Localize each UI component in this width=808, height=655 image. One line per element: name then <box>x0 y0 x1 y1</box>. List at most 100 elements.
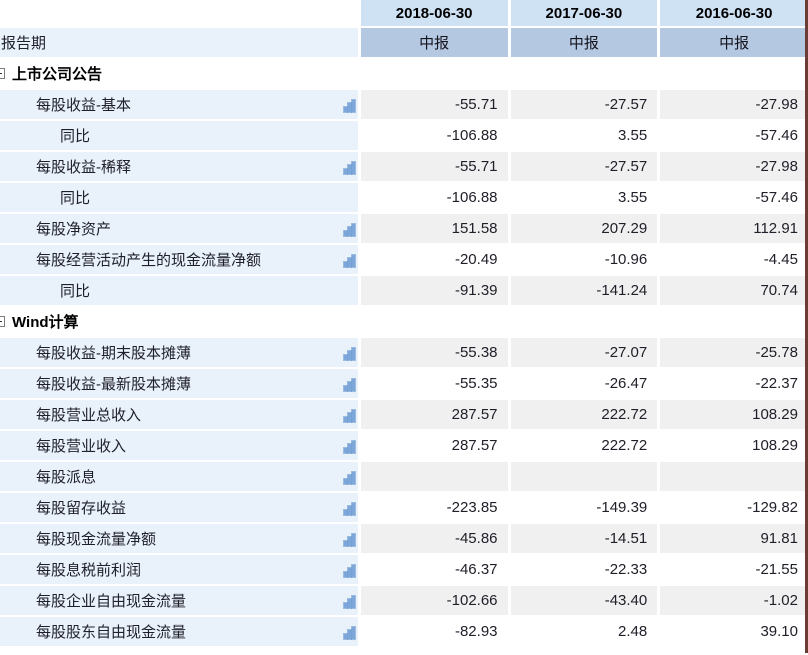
table-header: 2018-06-30 2017-06-30 2016-06-30 <box>0 0 808 26</box>
row-label[interactable]: 每股股东自由现金流量 <box>0 617 358 646</box>
row-label[interactable]: 每股收益-最新股本摊薄 <box>0 369 358 398</box>
row-label-text: 每股收益-最新股本摊薄 <box>36 376 191 393</box>
bar-chart-icon[interactable] <box>342 99 356 113</box>
table-row: 每股收益-期末股本摊薄 -55.38 -27.07 -25.78 <box>0 338 808 367</box>
row-label-text: 每股净资产 <box>36 221 112 238</box>
value-cell: 108.29 <box>660 431 808 460</box>
value-cell: -20.49 <box>360 245 508 274</box>
value-cell: 151.58 <box>360 214 508 243</box>
section-label-cell[interactable]: Wind计算 <box>0 307 358 336</box>
bar-chart-icon[interactable] <box>342 223 356 237</box>
bar-chart-icon[interactable] <box>342 533 356 547</box>
value-cell: -129.82 <box>660 493 808 522</box>
row-label-text: 每股企业自由现金流量 <box>36 593 187 610</box>
period-type-cell: 中报 <box>360 28 508 57</box>
row-label-text: 每股现金流量净额 <box>36 531 157 548</box>
column-header-date: 2018-06-30 <box>360 0 508 26</box>
value-cell: -25.78 <box>660 338 808 367</box>
row-label[interactable]: 每股收益-期末股本摊薄 <box>0 338 358 367</box>
row-label[interactable]: 每股企业自由现金流量 <box>0 586 358 615</box>
value-cell: -102.66 <box>360 586 508 615</box>
period-type-cell: 中报 <box>660 28 808 57</box>
value-cell: -43.40 <box>510 586 658 615</box>
bar-chart-icon[interactable] <box>342 409 356 423</box>
row-label-text: Wind计算 <box>12 314 79 331</box>
value-cell: -57.46 <box>660 121 808 150</box>
row-label[interactable]: 每股营业总收入 <box>0 400 358 429</box>
row-label[interactable]: 同比 <box>0 121 358 150</box>
section-label-cell[interactable]: 上市公司公告 <box>0 59 358 88</box>
value-cell: -27.57 <box>510 152 658 181</box>
bar-chart-icon[interactable] <box>342 626 356 640</box>
value-cell <box>660 462 808 491</box>
value-cell: -1.02 <box>660 586 808 615</box>
bar-chart-icon[interactable] <box>342 378 356 392</box>
column-header-date: 2016-06-30 <box>660 0 808 26</box>
value-cell: 108.29 <box>660 400 808 429</box>
value-cell: 287.57 <box>360 431 508 460</box>
table-row: 同比 -91.39 -141.24 70.74 <box>0 276 808 305</box>
table-row: 每股收益-稀释 -55.71 -27.57 -27.98 <box>0 152 808 181</box>
bar-chart-icon[interactable] <box>342 440 356 454</box>
value-cell: -55.35 <box>360 369 508 398</box>
value-cell: -55.38 <box>360 338 508 367</box>
value-cell: -55.71 <box>360 152 508 181</box>
row-label[interactable]: 每股经营活动产生的现金流量净额 <box>0 245 358 274</box>
value-cell <box>510 307 658 336</box>
row-label[interactable]: 每股现金流量净额 <box>0 524 358 553</box>
value-cell: 222.72 <box>510 400 658 429</box>
bar-chart-icon[interactable] <box>342 564 356 578</box>
value-cell: -106.88 <box>360 121 508 150</box>
value-cell: -14.51 <box>510 524 658 553</box>
value-cell: 91.81 <box>660 524 808 553</box>
row-label-text: 同比 <box>60 190 91 207</box>
row-label[interactable]: 报告期 <box>0 28 358 57</box>
row-label-text: 每股留存收益 <box>36 500 127 517</box>
value-cell: -10.96 <box>510 245 658 274</box>
value-cell: 112.91 <box>660 214 808 243</box>
value-cell: -45.86 <box>360 524 508 553</box>
table-body: 报告期 中报 中报 中报 上市公司公告 每股收益-基本 -55.71 -27.57 -27.98… <box>0 28 808 646</box>
value-cell <box>360 307 508 336</box>
value-cell: -22.33 <box>510 555 658 584</box>
collapse-icon[interactable] <box>0 68 5 79</box>
table-row: 报告期 中报 中报 中报 <box>0 28 808 57</box>
row-label[interactable]: 每股息税前利润 <box>0 555 358 584</box>
value-cell <box>510 59 658 88</box>
table-row: 每股收益-最新股本摊薄 -55.35 -26.47 -22.37 <box>0 369 808 398</box>
value-cell: -21.55 <box>660 555 808 584</box>
table-row: 每股企业自由现金流量 -102.66 -43.40 -1.02 <box>0 586 808 615</box>
row-label[interactable]: 每股收益-基本 <box>0 90 358 119</box>
value-cell: -27.07 <box>510 338 658 367</box>
row-label[interactable]: 每股留存收益 <box>0 493 358 522</box>
bar-chart-icon[interactable] <box>342 502 356 516</box>
value-cell: -149.39 <box>510 493 658 522</box>
row-label[interactable]: 每股净资产 <box>0 214 358 243</box>
collapse-icon[interactable] <box>0 316 5 327</box>
row-label[interactable]: 每股收益-稀释 <box>0 152 358 181</box>
row-label-text: 上市公司公告 <box>12 66 103 83</box>
bar-chart-icon[interactable] <box>342 347 356 361</box>
bar-chart-icon[interactable] <box>342 161 356 175</box>
bar-chart-icon[interactable] <box>342 595 356 609</box>
section-row: 上市公司公告 <box>0 59 808 88</box>
row-label[interactable]: 每股派息 <box>0 462 358 491</box>
value-cell: 2.48 <box>510 617 658 646</box>
table-row: 每股营业总收入 287.57 222.72 108.29 <box>0 400 808 429</box>
table-row: 每股股东自由现金流量 -82.93 2.48 39.10 <box>0 617 808 646</box>
bar-chart-icon[interactable] <box>342 254 356 268</box>
column-header-date: 2017-06-30 <box>510 0 658 26</box>
table-row: 每股净资产 151.58 207.29 112.91 <box>0 214 808 243</box>
row-label-text: 同比 <box>60 128 91 145</box>
row-label[interactable]: 同比 <box>0 276 358 305</box>
value-cell: -82.93 <box>360 617 508 646</box>
value-cell <box>360 59 508 88</box>
table-row: 每股留存收益 -223.85 -149.39 -129.82 <box>0 493 808 522</box>
row-label[interactable]: 同比 <box>0 183 358 212</box>
row-label-text: 每股息税前利润 <box>36 562 142 579</box>
bar-chart-icon[interactable] <box>342 471 356 485</box>
row-label[interactable]: 每股营业收入 <box>0 431 358 460</box>
row-label-text: 每股股东自由现金流量 <box>36 624 187 641</box>
